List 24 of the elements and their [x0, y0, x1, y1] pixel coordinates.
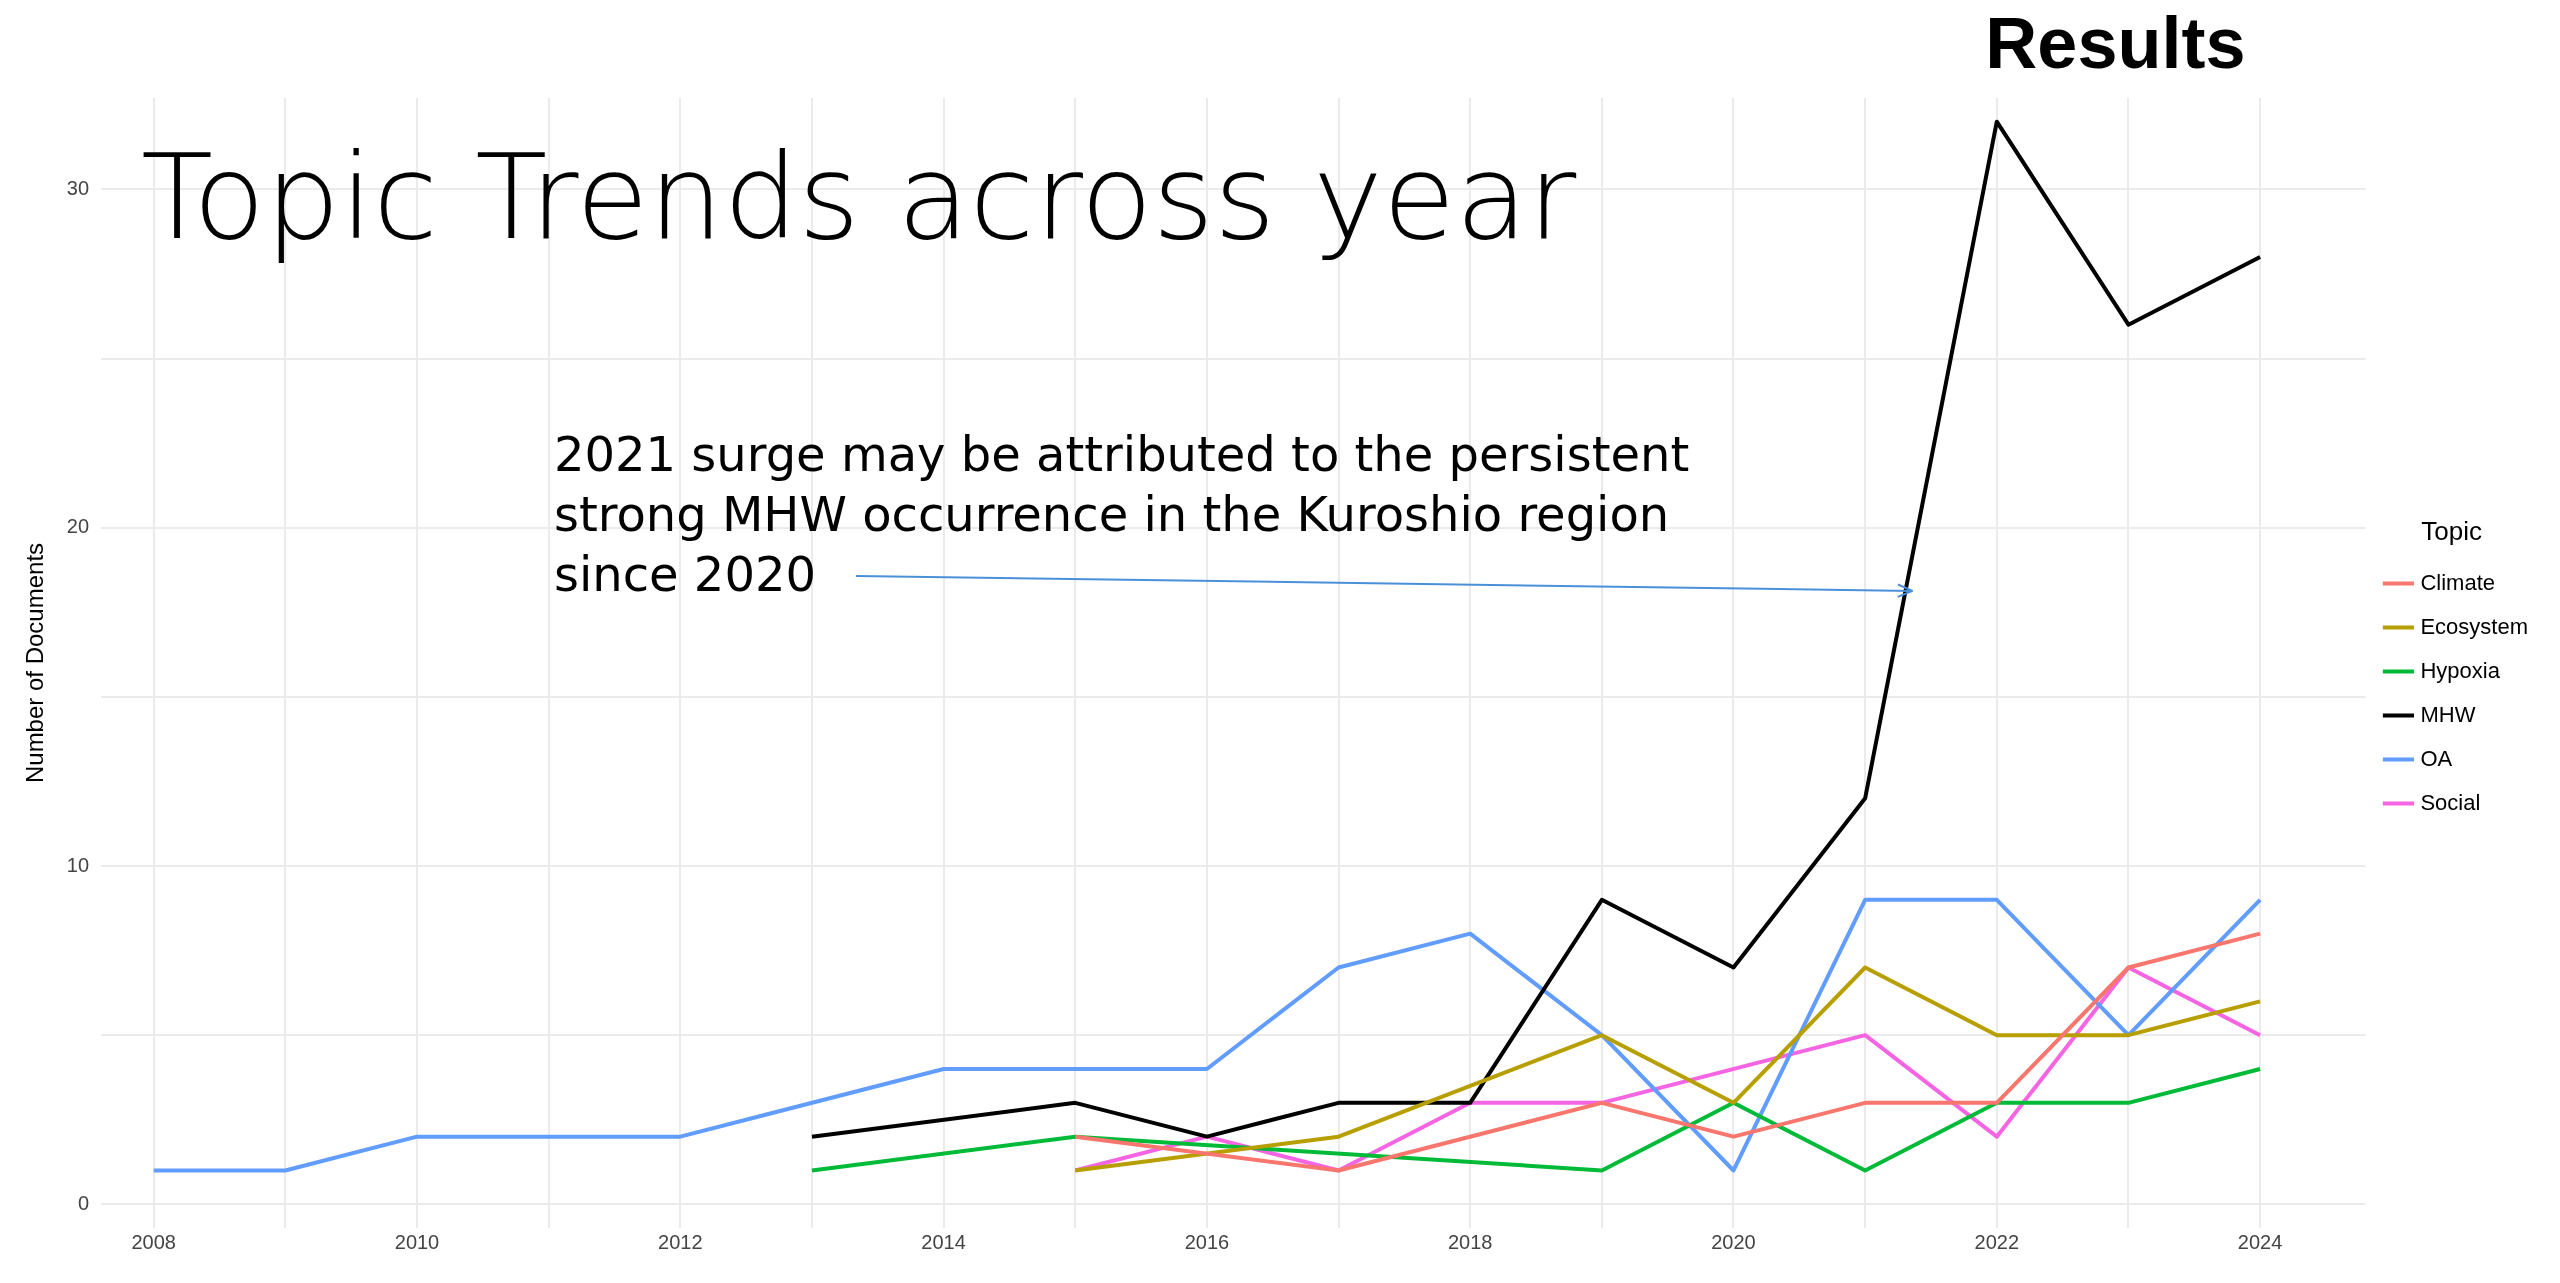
chart-title: Topic Trends across year	[141, 127, 1577, 266]
legend-label: Climate	[2420, 569, 2495, 595]
x-tick-label: 2024	[2237, 1230, 2283, 1253]
legend-label: OA	[2420, 745, 2453, 771]
y-tick-label: 20	[66, 515, 90, 538]
legend-label: Hypoxia	[2420, 657, 2501, 683]
y-tick-label: 30	[66, 176, 90, 199]
annotation: 2021 surge may be attributed to the persistent strong MHW occurrence in the Kuroshio region since 2020	[553, 425, 1690, 602]
x-tick-label: 2020	[1711, 1230, 1756, 1253]
y-tick-label: 0	[77, 1191, 90, 1214]
chart-subtitle: Results	[1985, 2, 2246, 83]
legend-label: Ecosystem	[2420, 613, 2529, 639]
x-tick-label: 2012	[658, 1230, 703, 1253]
legend-label: MHW	[2420, 701, 2476, 727]
legend-label: Social	[2420, 789, 2481, 815]
x-tick-label: 2016	[1184, 1230, 1230, 1253]
x-tick-label: 2008	[131, 1230, 176, 1253]
x-tick-label: 2022	[1974, 1230, 2020, 1253]
x-tick-label: 2010	[394, 1230, 440, 1253]
y-tick-label: 10	[66, 853, 90, 876]
y-axis-title: Number of Documents	[21, 542, 49, 784]
x-tick-label: 2014	[921, 1230, 966, 1253]
x-tick-label: 2018	[1447, 1230, 1493, 1253]
legend-title: Topic	[2421, 515, 2483, 546]
